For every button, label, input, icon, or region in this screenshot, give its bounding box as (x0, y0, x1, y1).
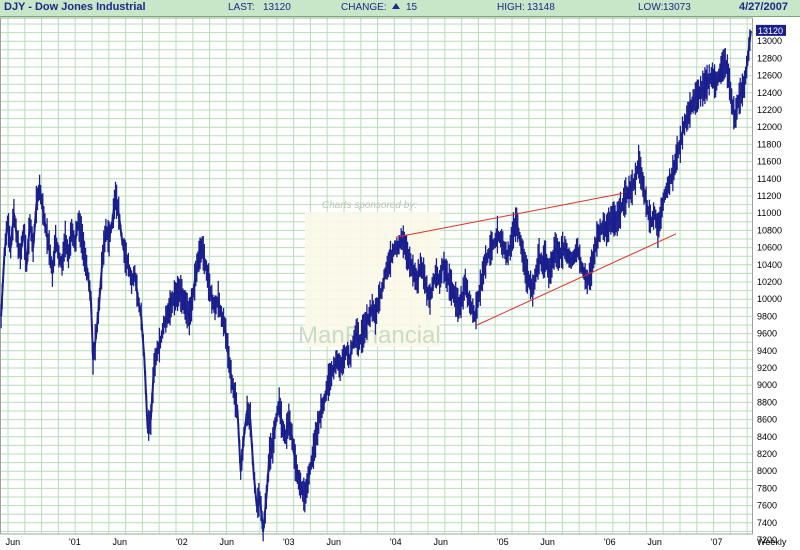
y-tick-label: 10600 (757, 243, 782, 253)
x-tick-label: Jun (326, 537, 341, 547)
high-value: 13148 (527, 2, 555, 13)
period-label: Weekly (757, 537, 787, 547)
x-tick-label: '05 (497, 537, 509, 547)
last-value-badge-bg (756, 24, 786, 36)
y-tick-label: 12400 (757, 88, 782, 98)
y-axis: 7200 7400 7600 7800 8000 8200 8400 8600 8800 9000… (757, 36, 782, 545)
x-tick-label: '01 (69, 537, 81, 547)
y-tick-label: 8800 (757, 397, 777, 407)
y-tick-label: 11000 (757, 208, 781, 218)
x-tick-label: Jun (6, 537, 21, 547)
y-tick-label: 9000 (757, 380, 777, 390)
low-label: LOW: (638, 2, 664, 13)
y-tick-label: 9800 (757, 311, 777, 321)
change-label: CHANGE: (341, 2, 387, 13)
x-tick-label: '02 (176, 537, 188, 547)
y-tick-label: 10800 (757, 225, 782, 235)
y-tick-label: 7200 (757, 535, 777, 545)
watermark-sponsored-text: Charts sponsored by: (322, 200, 417, 211)
x-tick-label: Jun (647, 537, 662, 547)
quote-header: DJY - Dow Jones Industrial LAST: 13120 C… (0, 0, 800, 17)
price-series-group (0, 29, 752, 542)
x-tick-label: '07 (711, 537, 723, 547)
y-tick-label: 12000 (757, 122, 782, 132)
x-tick-label: Jun (540, 537, 555, 547)
high-label: HIGH: (497, 2, 525, 13)
x-tick-label: '06 (604, 537, 616, 547)
quote-date: 4/27/2007 (739, 1, 788, 13)
y-tick-label: 8400 (757, 432, 777, 442)
y-tick-label: 12600 (757, 71, 782, 81)
y-tick-label: 10400 (757, 260, 782, 270)
last-value-badge-text: 13120 (758, 26, 783, 36)
x-tick-label: Jun (220, 537, 235, 547)
lower-trendline (476, 233, 677, 326)
plot-frame (0, 17, 753, 535)
y-tick-label: 8000 (757, 466, 777, 476)
y-tick-label: 11200 (757, 191, 781, 201)
y-tick-label: 10200 (757, 277, 782, 287)
y-tick-label: 9400 (757, 346, 777, 356)
trendlines-group (395, 192, 677, 326)
y-tick-label: 7600 (757, 501, 777, 511)
y-tick-label: 7400 (757, 518, 777, 528)
y-tick-label: 9600 (757, 329, 777, 339)
y-tick-label: 11400 (757, 174, 781, 184)
watermark-brand-text: ManFinancial (298, 322, 441, 349)
last-value: 13120 (263, 2, 291, 13)
chart-grid (0, 17, 753, 535)
x-tick-label: '04 (390, 537, 402, 547)
y-tick-label: 10000 (757, 294, 782, 304)
upper-trendline (395, 192, 623, 238)
x-axis: Jun '01 Jun '02 Jun '03 Jun '04 Jun '05 Jun '06 Jun '… (6, 537, 723, 547)
low-value: 13073 (663, 2, 691, 13)
y-tick-label: 12200 (757, 105, 782, 115)
y-tick-label: 8200 (757, 449, 777, 459)
x-tick-label: Jun (433, 537, 448, 547)
symbol-title: DJY - Dow Jones Industrial (4, 1, 146, 13)
last-value-badge: 13120 (756, 24, 786, 36)
last-label: LAST: (228, 2, 255, 13)
y-tick-label: 7800 (757, 483, 777, 493)
y-tick-label: 11600 (757, 157, 781, 167)
y-tick-label: 9200 (757, 363, 777, 373)
x-tick-label: Jun (113, 537, 128, 547)
y-tick-label: 8600 (757, 415, 777, 425)
y-tick-label: 11800 (757, 139, 781, 149)
y-tick-label: 13000 (757, 36, 782, 46)
x-tick-label: '03 (283, 537, 295, 547)
change-value: 15 (406, 2, 418, 13)
change-up-icon (388, 2, 403, 13)
y-tick-label: 12800 (757, 53, 782, 63)
